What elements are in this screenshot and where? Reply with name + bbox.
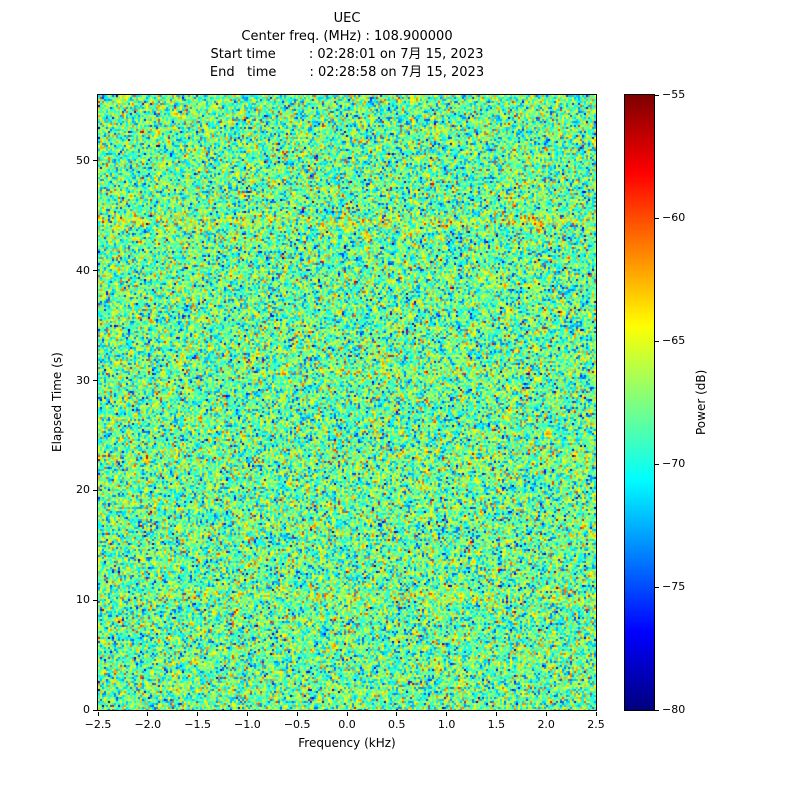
chart-title: UEC (333, 11, 361, 26)
x-tick-label: 1.5 (487, 718, 506, 731)
colorbar-tick-mark (655, 463, 659, 465)
x-tick-label: −1.5 (184, 718, 211, 731)
x-tick-mark (246, 712, 248, 716)
colorbar-tick-label: −70 (662, 457, 686, 470)
x-tick-mark (396, 712, 398, 716)
colorbar-tick-label: −75 (662, 580, 686, 593)
x-tick-label: −0.5 (283, 718, 311, 731)
x-tick-mark (446, 712, 448, 716)
x-tick-mark (545, 712, 547, 716)
title-block: UEC Center freq. (MHz) : 108.900000 Star… (98, 10, 596, 82)
x-tick-mark (197, 712, 199, 716)
y-tick-label: 50 (76, 153, 90, 167)
y-tick-label: 40 (76, 263, 90, 277)
y-tick-mark (93, 489, 97, 491)
x-tick-mark (296, 712, 298, 716)
x-tick-label: 2.0 (537, 718, 555, 731)
x-tick-label: 1.0 (437, 718, 456, 731)
plot-area (97, 94, 597, 711)
x-tick-label: 0.0 (338, 718, 356, 731)
x-tick-label: −1.0 (234, 718, 261, 731)
y-tick-mark (93, 380, 97, 382)
x-axis-label: Frequency (kHz) (298, 736, 396, 750)
colorbar-tick-label: −60 (662, 211, 686, 224)
end-time-line: End time : 02:28:58 on 7月 15, 2023 (209, 65, 485, 80)
start-time-line: Start time : 02:28:01 on 7月 15, 2023 (210, 47, 484, 62)
x-tick-label: −2.0 (134, 718, 162, 731)
y-tick-label: 10 (76, 593, 90, 607)
x-tick-label: 0.5 (388, 718, 406, 731)
colorbar-tick-label: −55 (662, 88, 686, 101)
y-tick-mark (93, 270, 97, 272)
x-tick-mark (346, 712, 348, 716)
x-tick-mark (147, 712, 149, 716)
x-tick-mark (595, 712, 597, 716)
y-tick-mark (93, 160, 97, 162)
x-tick-label: 2.5 (587, 718, 605, 731)
colorbar-label: Power (dB) (694, 369, 708, 436)
y-tick-mark (93, 599, 97, 601)
y-axis-label: Elapsed Time (s) (50, 352, 64, 453)
colorbar-gradient (625, 95, 654, 710)
colorbar-tick-mark (655, 340, 659, 342)
spectrogram-heatmap (98, 95, 596, 710)
y-tick-label: 30 (76, 373, 90, 387)
colorbar-tick-mark (655, 586, 659, 588)
y-tick-mark (93, 709, 97, 711)
x-tick-mark (97, 712, 99, 716)
colorbar-tick-mark (655, 217, 659, 219)
colorbar-tick-mark (655, 94, 659, 96)
colorbar (624, 94, 655, 711)
y-tick-label: 0 (83, 703, 90, 716)
colorbar-tick-mark (655, 709, 659, 711)
x-tick-mark (495, 712, 497, 716)
y-tick-label: 20 (76, 483, 90, 497)
colorbar-tick-label: −80 (662, 703, 686, 716)
colorbar-tick-label: −65 (662, 334, 686, 347)
x-tick-label: −2.5 (84, 718, 112, 731)
center-freq-line: Center freq. (MHz) : 108.900000 (241, 29, 453, 44)
